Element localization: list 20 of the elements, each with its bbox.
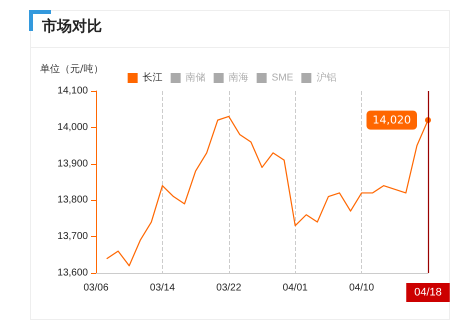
y-tick-label: 13,900 [57, 158, 88, 170]
y-tick-label: 13,600 [57, 268, 88, 278]
x-tick-label: 04/18 [414, 286, 442, 298]
y-tick-label: 14,100 [57, 86, 88, 96]
x-tick-label: 03/14 [150, 282, 176, 294]
x-tick-label: 04/10 [349, 282, 375, 294]
legend-label: 南储 [186, 72, 206, 84]
y-tick-label: 14,000 [57, 122, 88, 133]
chart-title: 市场对比 [42, 17, 102, 36]
x-tick-label: 03/06 [83, 282, 109, 294]
y-tick-label: 13,800 [57, 194, 88, 206]
x-tick-label: 03/22 [216, 282, 242, 294]
y-axis-title: 单位（元/吨） [40, 62, 104, 76]
x-tick-label: 04/01 [282, 282, 308, 294]
legend-label: 长江 [142, 72, 163, 84]
data-label: 14,020 [372, 114, 411, 127]
legend-label: SME [272, 72, 294, 84]
legend-label: 南海 [228, 72, 249, 84]
y-tick-label: 13,700 [57, 231, 88, 242]
legend-label: 沪铝 [316, 72, 336, 84]
